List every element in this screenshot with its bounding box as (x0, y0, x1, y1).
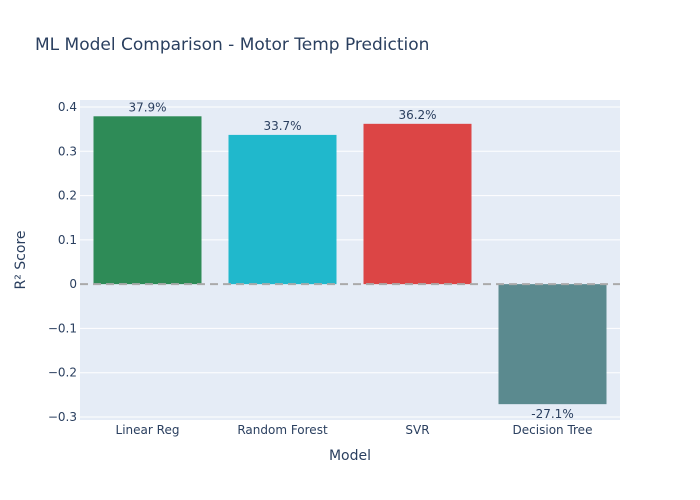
bar (228, 134, 337, 285)
y-tick-label: 0.3 (58, 144, 77, 158)
data-label: 37.9% (128, 100, 166, 114)
x-tick-label: Decision Tree (513, 423, 593, 437)
y-tick-label: 0.2 (58, 189, 77, 203)
data-label: 36.2% (398, 108, 436, 122)
bar (498, 284, 607, 405)
y-tick-label: 0 (69, 277, 77, 291)
x-axis-ticks: Linear Reg Random Forest SVR Decision Tree (116, 423, 593, 437)
data-labels: 37.9% 33.7% 36.2% -27.1% (128, 100, 573, 421)
y-tick-label: −0.1 (48, 321, 77, 335)
bar (363, 123, 472, 285)
bars (93, 116, 607, 405)
y-tick-label: 0.4 (58, 100, 77, 114)
y-tick-label: −0.3 (48, 410, 77, 424)
x-tick-label: SVR (405, 423, 429, 437)
chart-title: ML Model Comparison - Motor Temp Predict… (35, 35, 429, 55)
y-axis-ticks: −0.3 −0.2 −0.1 0 0.1 0.2 0.3 0.4 (48, 100, 77, 424)
x-axis-title: Model (329, 448, 371, 464)
x-tick-label: Linear Reg (116, 423, 180, 437)
data-label: 33.7% (263, 119, 301, 133)
data-label: -27.1% (531, 407, 573, 421)
bar (93, 116, 202, 285)
y-tick-label: −0.2 (48, 366, 77, 380)
y-axis-title: R² Score (13, 230, 29, 289)
y-tick-label: 0.1 (58, 233, 77, 247)
x-tick-label: Random Forest (237, 423, 328, 437)
